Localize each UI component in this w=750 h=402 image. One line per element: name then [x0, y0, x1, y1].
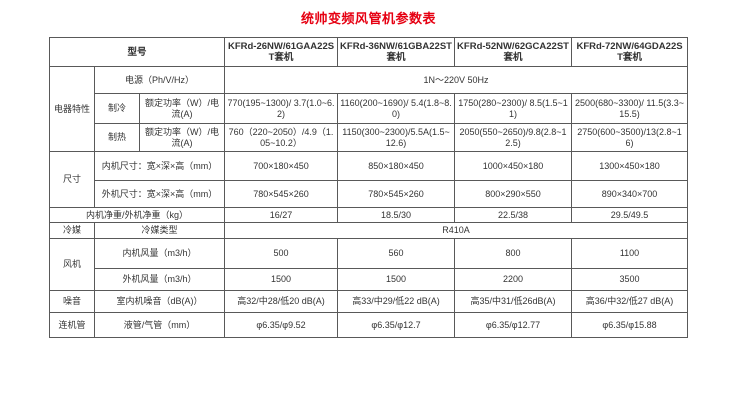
model-header-4: KFRd-72NW/64GDA22ST套机	[571, 37, 689, 67]
row-indoor-dims: 尺寸 内机尺寸：宽×深×高（mm） 700×180×450 850×180×45…	[49, 151, 689, 208]
outdoor-airflow-value-1: 1500	[224, 268, 339, 291]
outdoor-airflow-value-2: 1500	[337, 268, 456, 291]
outdoor-dims-value-1: 780×545×260	[224, 180, 339, 208]
row-power: 电器特性 电源（Ph/V/Hz） 1N～220V 50Hz	[49, 66, 689, 152]
spec-table: 型号 KFRd-26NW/61GAA22ST套机 KFRd-36NW/61GBA…	[48, 37, 689, 338]
indoor-dims-value-1: 700×180×450	[224, 151, 339, 181]
indoor-airflow-value-1: 500	[224, 238, 339, 269]
row-heating: 制热 额定功率（W）/电流(A) 760（220~2050）/4.9（1.05~…	[50, 123, 689, 152]
spec-table-container: 型号 KFRd-26NW/61GAA22ST套机 KFRd-36NW/61GBA…	[48, 37, 689, 338]
heating-value-1: 760（220~2050）/4.9（1.05~10.2）	[224, 123, 339, 152]
cooling-value-3: 1750(280~2300)/ 8.5(1.5~11)	[454, 93, 573, 124]
category-noise: 噪音	[49, 290, 95, 313]
cooling-spec-label-cell: 额定功率（W）/电流(A)	[138, 93, 226, 124]
indoor-dims-value-3: 1000×450×180	[454, 151, 573, 181]
refrigerant-label-cell: 冷媒类型	[93, 222, 226, 239]
model-header-1: KFRd-26NW/61GAA22ST套机	[224, 37, 339, 67]
cooling-label-cell: 制冷	[94, 93, 140, 124]
row-outdoor-dims: 外机尺寸：宽×深×高（mm） 780×545×260 780×545×260 8…	[50, 180, 689, 208]
row-models: 型号 KFRd-26NW/61GAA22ST套机 KFRd-36NW/61GBA…	[48, 37, 689, 67]
indoor-dims-value-4: 1300×450×180	[571, 151, 689, 181]
indoor-dims-value-2: 850×180×450	[337, 151, 456, 181]
indoor-airflow-label-cell: 内机风量（m3/h）	[93, 238, 226, 269]
pipe-value-3: φ6.35/φ12.77	[454, 312, 573, 338]
refrigerant-value-cell: R410A	[224, 222, 689, 239]
weight-value-2: 18.5/30	[337, 207, 456, 223]
outdoor-airflow-value-3: 2200	[454, 268, 573, 291]
model-header-2: KFRd-36NW/61GBA22ST套机	[337, 37, 456, 67]
model-header-3: KFRd-52NW/62GCA22ST套机	[454, 37, 573, 67]
outdoor-dims-value-4: 890×340×700	[571, 180, 689, 208]
outdoor-dims-value-2: 780×545×260	[337, 180, 456, 208]
noise-label-cell: 室内机噪音（dB(A)）	[93, 290, 226, 313]
pipe-value-4: φ6.35/φ15.88	[571, 312, 689, 338]
category-fan: 风机	[49, 238, 95, 291]
weight-label-cell: 内机净重/外机净重（kg）	[48, 207, 226, 223]
weight-value-3: 22.5/38	[454, 207, 573, 223]
category-electric: 电器特性	[49, 66, 95, 152]
cooling-value-1: 770(195~1300)/ 3.7(1.0~6.2)	[224, 93, 339, 124]
noise-value-2: 高33/中29/低22 dB(A)	[337, 290, 456, 313]
row-indoor-airflow: 风机 内机风量（m3/h） 500 560 800 1100	[49, 238, 689, 291]
noise-value-3: 高35/中31/低26dB(A)	[454, 290, 573, 313]
pipe-label-cell: 液管/气管（mm）	[93, 312, 226, 338]
indoor-airflow-value-4: 1100	[571, 238, 689, 269]
cooling-value-4: 2500(680~3300)/ 11.5(3.3~15.5)	[571, 93, 689, 124]
power-value-cell: 1N～220V 50Hz	[224, 66, 689, 94]
row-noise: 噪音 室内机噪音（dB(A)） 高32/中28/低20 dB(A) 高33/中2…	[49, 290, 689, 313]
indoor-airflow-value-2: 560	[337, 238, 456, 269]
row-outdoor-airflow: 外机风量（m3/h） 1500 1500 2200 3500	[50, 268, 689, 291]
indoor-dims-label-cell: 内机尺寸：宽×深×高（mm）	[93, 151, 226, 181]
heating-spec-label-cell: 额定功率（W）/电流(A)	[138, 123, 226, 152]
row-weight: 内机净重/外机净重（kg） 16/27 18.5/30 22.5/38 29.5…	[48, 207, 689, 223]
weight-value-1: 16/27	[224, 207, 339, 223]
category-dimensions: 尺寸	[49, 151, 95, 208]
category-pipe: 连机管	[49, 312, 95, 338]
heating-value-2: 1150(300~2300)/5.5A(1.5~12.6)	[337, 123, 456, 152]
cooling-value-2: 1160(200~1690)/ 5.4(1.8~8.0)	[337, 93, 456, 124]
model-label-cell: 型号	[48, 37, 226, 67]
indoor-airflow-value-3: 800	[454, 238, 573, 269]
weight-value-4: 29.5/49.5	[571, 207, 689, 223]
noise-value-4: 高36/中32/低27 dB(A)	[571, 290, 689, 313]
outdoor-dims-value-3: 800×290×550	[454, 180, 573, 208]
heating-value-3: 2050(550~2650)/9.8(2.8~12.5)	[454, 123, 573, 152]
row-pipe: 连机管 液管/气管（mm） φ6.35/φ9.52 φ6.35/φ12.7 φ6…	[49, 312, 689, 338]
pipe-value-2: φ6.35/φ12.7	[337, 312, 456, 338]
noise-value-1: 高32/中28/低20 dB(A)	[224, 290, 339, 313]
power-label-cell: 电源（Ph/V/Hz）	[93, 66, 226, 94]
page-title: 统帅变频风管机参数表	[300, 11, 436, 26]
row-cooling: 制冷 额定功率（W）/电流(A) 770(195~1300)/ 3.7(1.0~…	[50, 93, 689, 124]
outdoor-airflow-label-cell: 外机风量（m3/h）	[93, 268, 226, 291]
pipe-value-1: φ6.35/φ9.52	[224, 312, 339, 338]
outdoor-airflow-value-4: 3500	[571, 268, 689, 291]
row-refrigerant: 冷媒 冷媒类型 R410A	[49, 222, 689, 239]
heating-label-cell: 制热	[94, 123, 140, 152]
outdoor-dims-label-cell: 外机尺寸：宽×深×高（mm）	[93, 180, 226, 208]
category-refrigerant: 冷媒	[49, 222, 95, 239]
heating-value-4: 2750(600~3500)/13(2.8~16)	[571, 123, 689, 152]
